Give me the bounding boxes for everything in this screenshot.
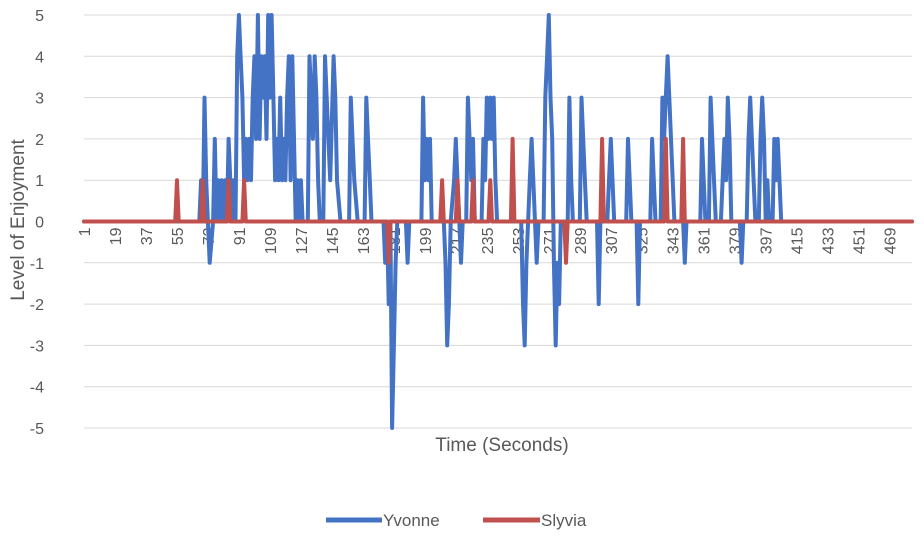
x-tick-label: 91 [232, 227, 249, 245]
x-tick-label: 289 [573, 227, 590, 254]
x-tick-label: 37 [139, 227, 156, 245]
y-tick-label: 5 [35, 8, 44, 25]
y-tick-label: 3 [35, 91, 44, 108]
x-tick-label: 109 [263, 227, 280, 254]
legend: Yvonne Slyvia [326, 511, 587, 530]
x-tick-label: 145 [325, 227, 342, 254]
y-tick-label: -2 [30, 297, 44, 314]
y-axis-title: Level of Enjoyment [8, 138, 29, 300]
y-tick-label: 2 [35, 132, 44, 149]
series-line-slyvia [82, 136, 914, 265]
y-tick-label: 1 [35, 173, 44, 190]
y-axis-ticks: 5 4 3 2 1 0 -1 -2 -3 -4 -5 [30, 8, 44, 438]
legend-label: Slyvia [541, 511, 587, 530]
x-axis-ticks: 1 19 37 55 73 91 109 127 145 163 181 199 217 235 253 27… [77, 227, 900, 254]
x-tick-label: 55 [170, 227, 187, 245]
y-tick-label: -5 [30, 421, 44, 438]
x-tick-label: 19 [108, 227, 125, 245]
x-tick-label: 451 [852, 227, 869, 254]
y-tick-label: 4 [35, 49, 44, 66]
legend-label: Yvonne [383, 511, 440, 530]
y-tick-label: -4 [30, 380, 44, 397]
x-tick-label: 199 [418, 227, 435, 254]
x-tick-label: 307 [604, 227, 621, 254]
x-tick-label: 415 [790, 227, 807, 254]
x-tick-label: 361 [697, 227, 714, 254]
x-tick-label: 469 [883, 227, 900, 254]
x-tick-label: 127 [294, 227, 311, 254]
y-tick-label: 0 [35, 215, 44, 232]
x-axis-title: Time (Seconds) [435, 435, 568, 456]
x-tick-label: 271 [542, 227, 559, 254]
y-tick-label: -3 [30, 338, 44, 355]
x-tick-label: 397 [759, 227, 776, 254]
x-tick-label: 343 [666, 227, 683, 254]
x-tick-label: 163 [356, 227, 373, 254]
gridlines [84, 14, 912, 429]
x-tick-label: 1 [77, 227, 94, 236]
x-tick-label: 433 [821, 227, 838, 254]
series-lines [82, 13, 914, 430]
x-tick-label: 235 [480, 227, 497, 254]
y-tick-label: -1 [30, 256, 44, 273]
